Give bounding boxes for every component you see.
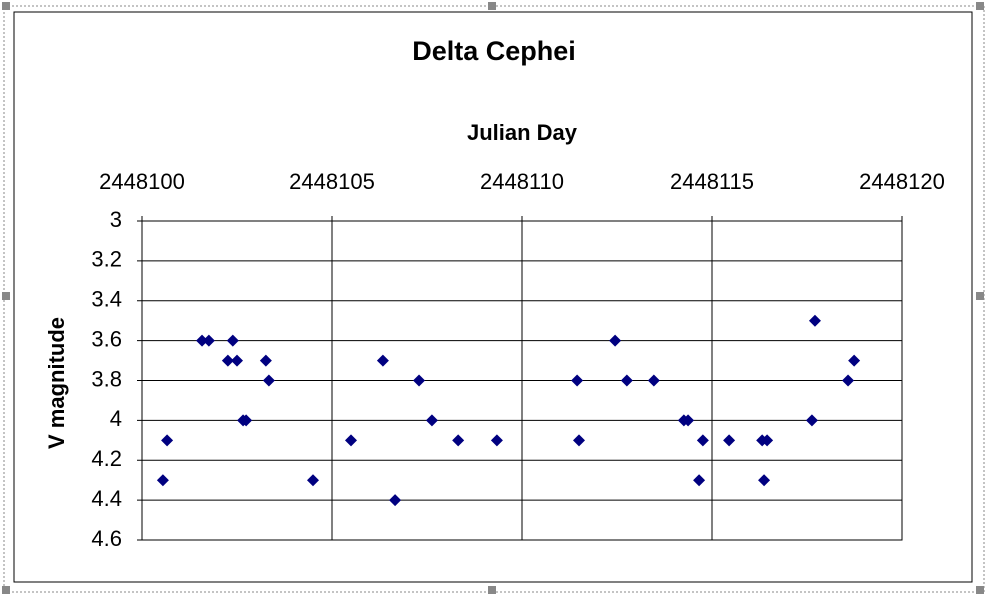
handle[interactable]	[488, 2, 496, 10]
handle[interactable]	[976, 586, 984, 594]
chart-area	[13, 11, 973, 583]
y-tick-label: 4	[110, 406, 122, 431]
point	[452, 434, 465, 447]
point	[259, 354, 272, 367]
x-tick-label: 2448115	[670, 169, 754, 194]
point	[156, 474, 169, 487]
point	[231, 354, 243, 367]
y-tick-label: 4.2	[91, 446, 122, 471]
point	[425, 414, 438, 427]
point	[620, 374, 633, 387]
handle[interactable]	[2, 586, 10, 594]
y-axis-title: V magnitude	[44, 317, 69, 449]
point	[161, 434, 174, 447]
y-tick-label: 4.6	[91, 526, 122, 551]
point	[723, 434, 736, 447]
y-tick-label: 3.6	[91, 326, 122, 351]
point	[389, 494, 402, 507]
point	[696, 434, 709, 447]
y-tick-label: 3.8	[91, 366, 122, 391]
handle[interactable]	[976, 2, 984, 10]
y-tick-label: 3.4	[91, 287, 122, 312]
x-tick-label: 2448105	[289, 169, 375, 194]
point	[848, 354, 861, 367]
plot-area	[141, 220, 903, 541]
x-axis-title: Julian Day	[467, 120, 578, 145]
point	[221, 354, 234, 367]
point	[413, 374, 426, 387]
point	[262, 374, 275, 387]
point	[805, 414, 818, 427]
point	[693, 474, 706, 487]
point	[226, 334, 239, 347]
x-tick-label: 2448110	[480, 169, 564, 194]
point	[571, 374, 584, 387]
x-tick-label: 2448100	[99, 169, 185, 194]
handle[interactable]	[976, 292, 984, 300]
point	[609, 334, 622, 347]
point	[842, 374, 855, 387]
handle[interactable]	[488, 586, 496, 594]
point	[345, 434, 357, 447]
point	[573, 434, 585, 447]
point	[647, 374, 660, 387]
point	[490, 434, 503, 447]
handle[interactable]	[2, 2, 10, 10]
point	[307, 474, 319, 487]
point	[682, 414, 695, 427]
point	[758, 474, 771, 487]
y-tick-label: 3.2	[91, 247, 122, 272]
x-tick-label: 2448120	[859, 169, 945, 194]
y-tick-label: 3	[110, 207, 122, 232]
point	[240, 414, 253, 427]
point	[376, 354, 389, 367]
point	[196, 334, 209, 347]
handle[interactable]	[2, 292, 10, 300]
point	[808, 314, 821, 327]
chart-title: Delta Cephei	[412, 36, 576, 66]
point	[202, 334, 215, 347]
point	[761, 434, 774, 447]
y-tick-label: 4.4	[91, 486, 122, 511]
